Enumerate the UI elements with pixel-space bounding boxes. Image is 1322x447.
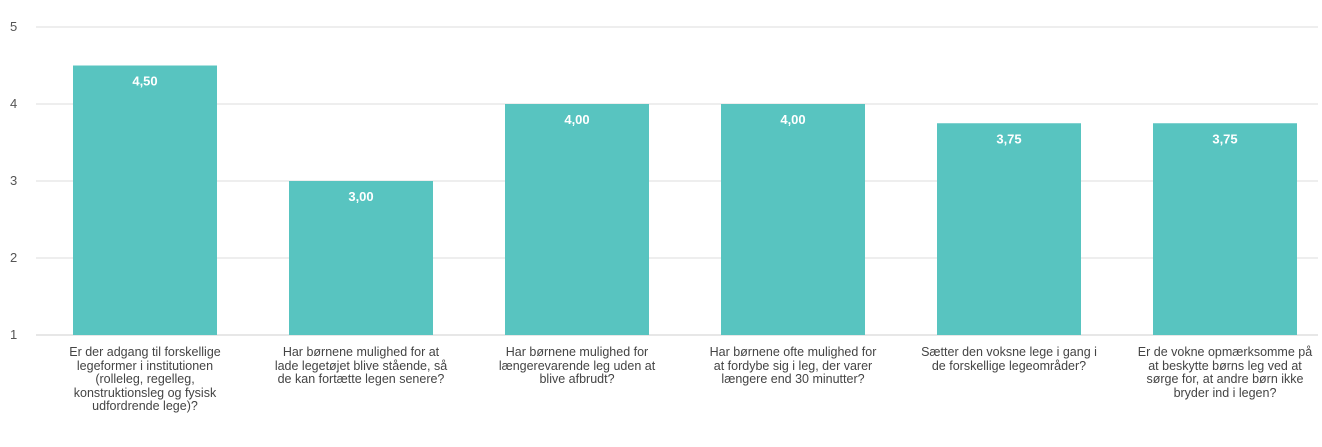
- bar: [289, 181, 433, 335]
- bar-value-label: 3,75: [1212, 131, 1237, 146]
- bar-value-label: 3,00: [348, 189, 373, 204]
- category-label: Har børnene mulighed for at lade legetøj…: [274, 345, 448, 387]
- y-tick-label: 3: [10, 173, 17, 188]
- bar-value-label: 4,50: [132, 74, 157, 89]
- bar: [937, 123, 1081, 335]
- category-label: Er der adgang til forskellige legeformer…: [69, 345, 221, 414]
- category-label: Har børnene ofte mulighed for at fordybe…: [709, 345, 877, 387]
- bar: [73, 65, 217, 335]
- bar-value-label: 4,00: [564, 112, 589, 127]
- bar: [505, 104, 649, 335]
- grid-layer: 1 2 3 4 5: [10, 19, 1318, 342]
- bar-value-label: 3,75: [996, 131, 1021, 146]
- y-tick-label: 5: [10, 19, 17, 34]
- bar-value-label: 4,00: [780, 112, 805, 127]
- category-label: Sætter den voksne lege i gang i de forsk…: [921, 345, 1097, 373]
- bar: [721, 104, 865, 335]
- category-label: Er de vokne opmærksomme på at beskytte b…: [1137, 345, 1313, 400]
- y-tick-label: 4: [10, 96, 17, 111]
- category-label: Har børnene mulighed for længerevarende …: [498, 345, 656, 387]
- y-tick-label: 2: [10, 250, 17, 265]
- bar-layer: 4,50 3,00 4,00 4,00 3,75 3,75: [73, 65, 1297, 335]
- bar: [1153, 123, 1297, 335]
- y-tick-label: 1: [10, 327, 17, 342]
